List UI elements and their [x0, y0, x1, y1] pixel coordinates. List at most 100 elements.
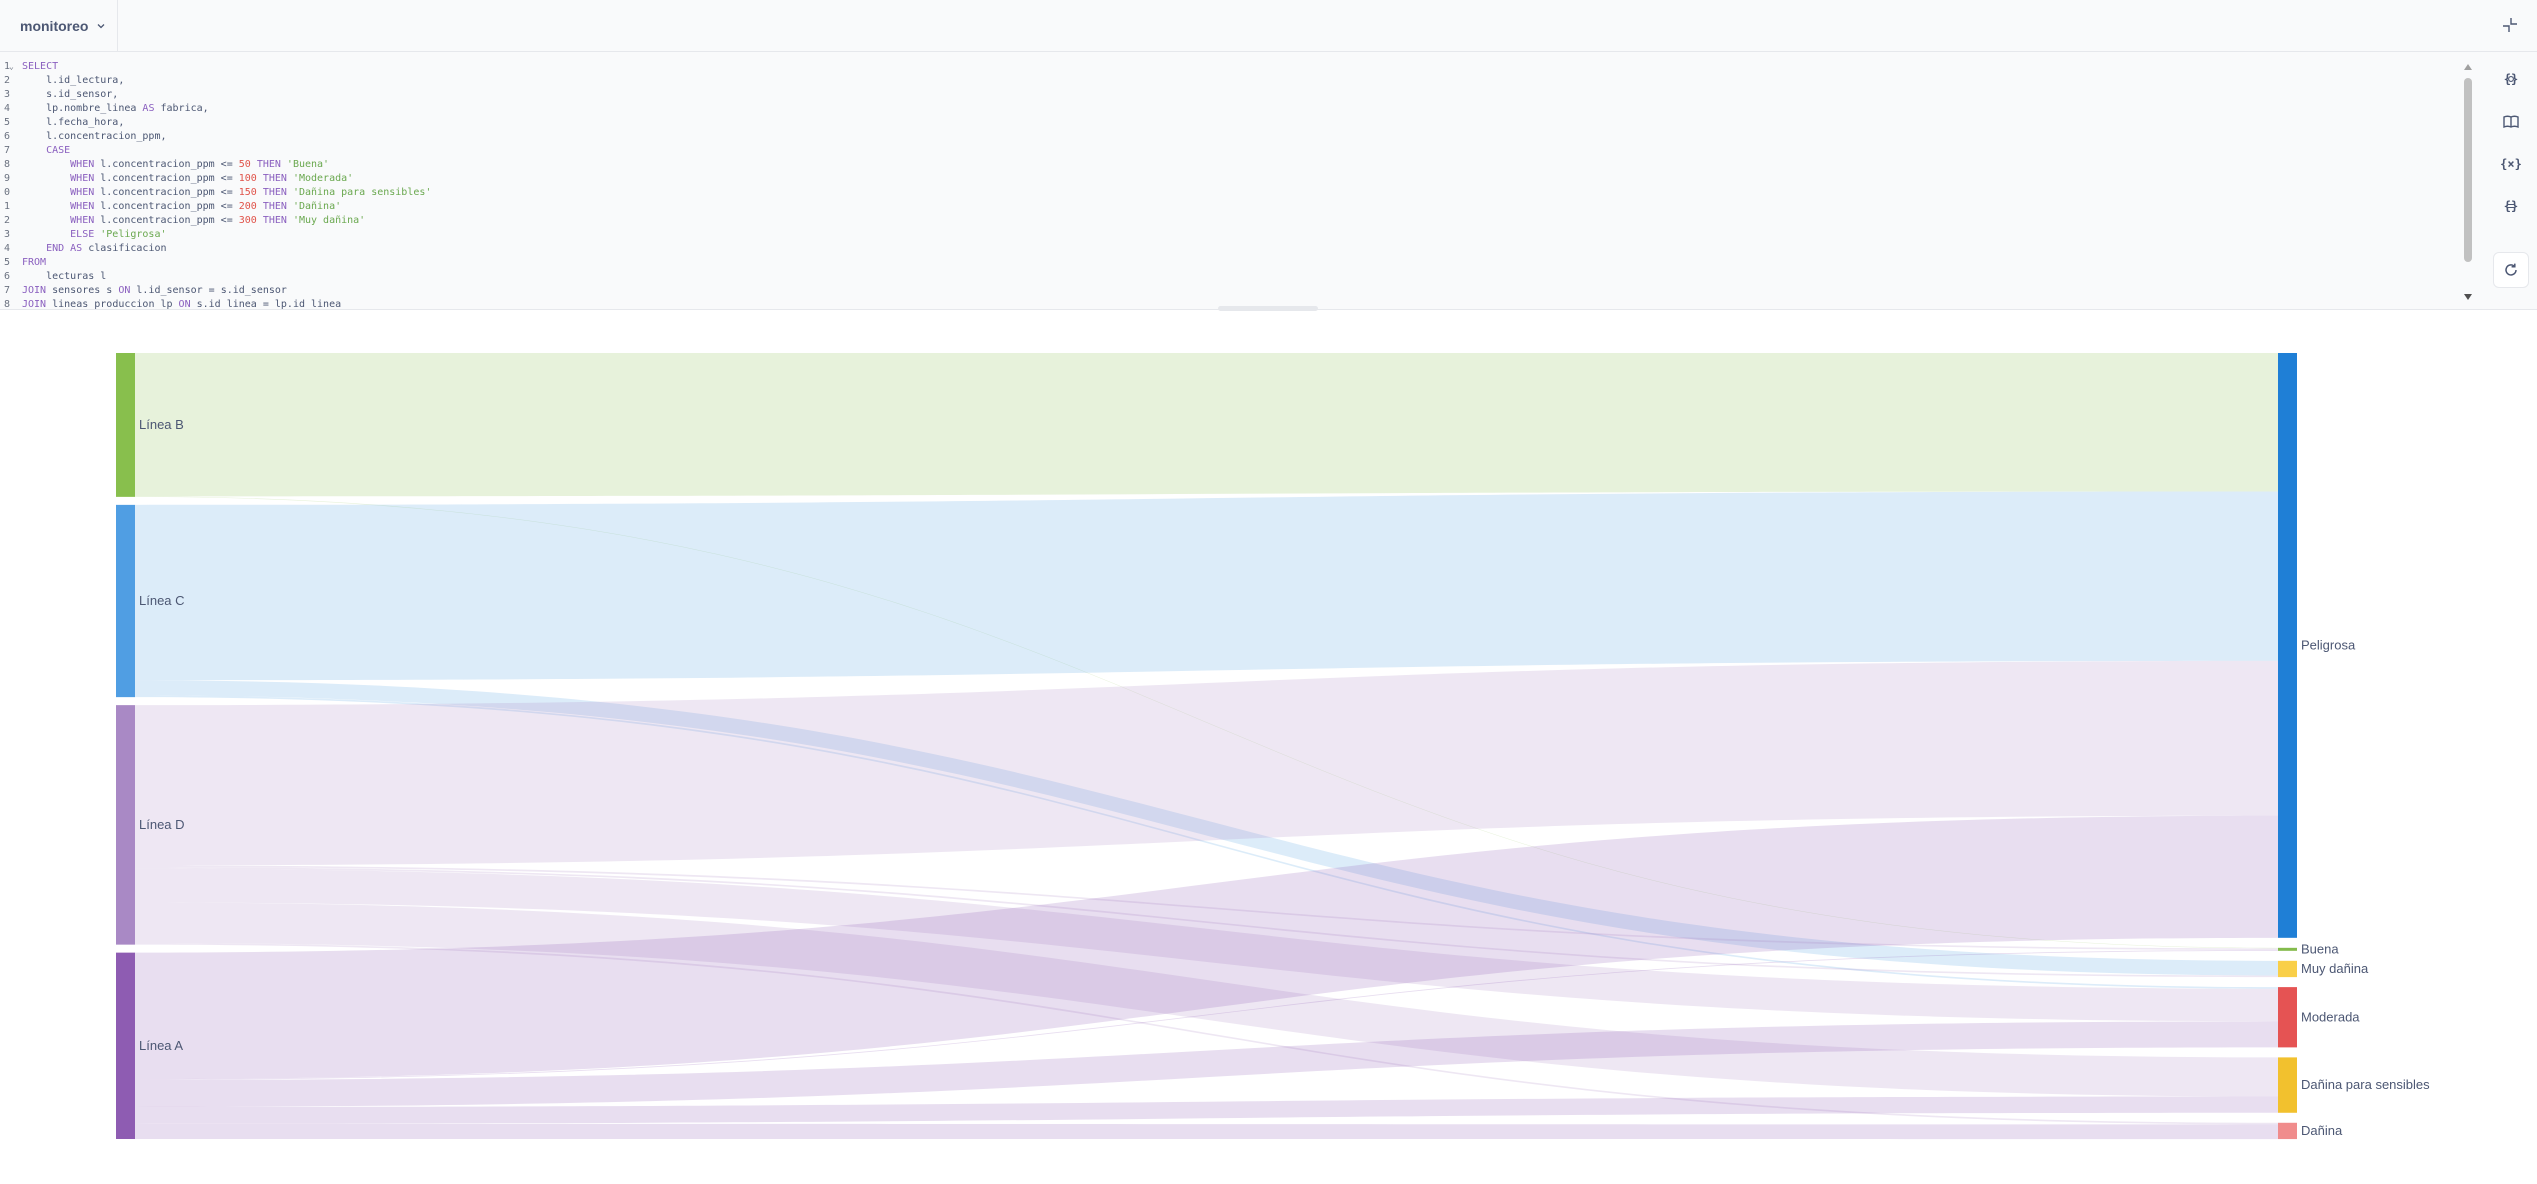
- preview-query-button[interactable]: {}: [2498, 193, 2524, 219]
- code-line[interactable]: 4 END AS clasificacion: [0, 242, 2440, 256]
- sankey-link[interactable]: [135, 942, 2278, 1125]
- code-token: JOIN: [22, 299, 47, 310]
- sankey-link[interactable]: [135, 680, 2278, 976]
- scroll-down-arrow[interactable]: [2464, 294, 2472, 300]
- code-line[interactable]: 1 ⌄ SELECT: [0, 60, 2440, 74]
- sankey-link[interactable]: [135, 868, 2278, 1022]
- sankey-link[interactable]: [135, 867, 2278, 978]
- scrollbar-thumb[interactable]: [2464, 78, 2472, 262]
- line-number: 1: [3, 201, 10, 212]
- line-number: 9: [3, 173, 10, 184]
- sankey-target-label: Buena: [2301, 941, 2339, 956]
- editor-scrollbar[interactable]: [2463, 64, 2473, 304]
- code-line[interactable]: 7 JOIN sensores s ON l.id_sensor = s.id_s…: [0, 284, 2440, 298]
- code-line[interactable]: 7 CASE: [0, 144, 2440, 158]
- sankey-target-node[interactable]: [2278, 987, 2297, 1048]
- code-token: WHEN: [22, 201, 95, 212]
- sankey-target-label: Moderada: [2301, 1009, 2360, 1024]
- editor-sidebar: {} {×} {}: [2485, 52, 2537, 310]
- code-token: s.id_linea = lp.id_linea: [190, 299, 342, 310]
- sankey-target-label: Dañina: [2301, 1123, 2343, 1138]
- code-line[interactable]: 1 WHEN l.concentracion_ppm <= 200 THEN '…: [0, 200, 2440, 214]
- code-token: lecturas l: [22, 271, 107, 282]
- code-token: fabrica,: [154, 103, 209, 114]
- sankey-link[interactable]: [135, 695, 2278, 989]
- code-line[interactable]: 8 WHEN l.concentracion_ppm <= 50 THEN 'B…: [0, 158, 2440, 172]
- sankey-source-node[interactable]: [116, 952, 135, 1139]
- sankey-target-node[interactable]: [2278, 1122, 2297, 1140]
- sankey-target-node[interactable]: [2278, 960, 2297, 978]
- fold-chevron-icon[interactable]: ⌄: [9, 62, 14, 71]
- scroll-up-arrow[interactable]: [2464, 64, 2472, 70]
- sankey-link[interactable]: [135, 815, 2278, 1080]
- line-number: 6: [3, 131, 10, 142]
- code-area[interactable]: 1 ⌄ SELECT 2 l.id_lectura, 3 s.id_sensor, 4 l…: [0, 60, 2440, 310]
- sankey-target-label: Peligrosa: [2301, 637, 2356, 652]
- sankey-link[interactable]: [135, 660, 2278, 866]
- code-line[interactable]: 4 lp.nombre_linea AS fabrica,: [0, 102, 2440, 116]
- chevron-down-icon: [97, 24, 105, 29]
- code-token: 100: [238, 173, 257, 184]
- book-icon: [2503, 115, 2519, 129]
- sankey-link[interactable]: [135, 949, 2278, 1080]
- code-text: FROM: [22, 256, 46, 270]
- code-line[interactable]: 6 l.concentracion_ppm,: [0, 130, 2440, 144]
- sankey-link[interactable]: [135, 1096, 2278, 1124]
- code-line[interactable]: 9 WHEN l.concentracion_ppm <= 100 THEN '…: [0, 172, 2440, 186]
- code-token: 50: [238, 159, 251, 170]
- code-token: 150: [238, 187, 257, 198]
- code-token: ON: [118, 285, 131, 296]
- sankey-source-node[interactable]: [116, 705, 135, 945]
- sankey-link[interactable]: [135, 1123, 2278, 1140]
- code-text: WHEN l.concentracion_ppm <= 150 THEN 'Da…: [22, 186, 431, 200]
- sankey-source-node[interactable]: [116, 504, 135, 698]
- code-token: 'Peligrosa': [94, 229, 167, 240]
- code-line[interactable]: 2 l.id_lectura,: [0, 74, 2440, 88]
- code-token: lineas_produccion lp: [46, 299, 179, 310]
- code-line[interactable]: 3 ELSE 'Peligrosa': [0, 228, 2440, 242]
- sankey-link[interactable]: [135, 902, 2278, 1097]
- sankey-source-label: Línea D: [139, 817, 185, 832]
- code-token: s.id_sensor,: [22, 89, 119, 100]
- code-line[interactable]: 5 FROM: [0, 256, 2440, 270]
- code-token: ON: [178, 299, 191, 310]
- code-text: JOIN sensores s ON l.id_sensor = s.id_se…: [22, 284, 287, 298]
- line-number: 2: [3, 215, 10, 226]
- snippets-button[interactable]: {}: [2498, 66, 2524, 92]
- sankey-link[interactable]: [135, 865, 2278, 950]
- sankey-source-node[interactable]: [116, 353, 135, 497]
- sankey-target-node[interactable]: [2278, 947, 2297, 951]
- code-text: CASE: [22, 144, 70, 158]
- editor-resize-handle[interactable]: [1218, 306, 1318, 311]
- code-token: lp.nombre_linea: [22, 103, 143, 114]
- code-line[interactable]: 3 s.id_sensor,: [0, 88, 2440, 102]
- code-token: l.concentracion_ppm,: [22, 131, 167, 142]
- line-number: 8: [3, 299, 10, 310]
- sankey-link[interactable]: [135, 496, 2278, 949]
- data-reference-button[interactable]: [2498, 109, 2524, 135]
- sql-editor[interactable]: 1 ⌄ SELECT 2 l.id_lectura, 3 s.id_sensor, 4 l…: [0, 52, 2537, 310]
- collapse-editor-icon[interactable]: [2499, 14, 2521, 36]
- code-line[interactable]: 8 JOIN lineas_produccion lp ON s.id_linea…: [0, 298, 2440, 310]
- line-number: 3: [3, 229, 10, 240]
- code-line[interactable]: 0 WHEN l.concentracion_ppm <= 150 THEN '…: [0, 186, 2440, 200]
- line-number: 0: [3, 187, 10, 198]
- sankey-link[interactable]: [135, 353, 2278, 497]
- code-text: lp.nombre_linea AS fabrica,: [22, 102, 209, 116]
- line-number: 4: [3, 243, 10, 254]
- code-token: WHEN: [22, 173, 95, 184]
- database-selector[interactable]: monitoreo: [0, 0, 118, 52]
- sankey-chart: Línea B Línea C Línea D Línea A Peligrosa Bue…: [116, 353, 2430, 1140]
- variables-button[interactable]: {×}: [2498, 151, 2524, 177]
- sankey-target-node[interactable]: [2278, 353, 2297, 938]
- refresh-button[interactable]: [2493, 252, 2529, 288]
- svg-text:{}: {}: [2504, 72, 2518, 86]
- sankey-link[interactable]: [135, 1021, 2278, 1107]
- sankey-target-node[interactable]: [2278, 1057, 2297, 1113]
- sankey-link[interactable]: [135, 491, 2278, 681]
- code-token: 'Dañina': [286, 201, 342, 212]
- code-line[interactable]: 6 lecturas l: [0, 270, 2440, 284]
- code-line[interactable]: 5 l.fecha_hora,: [0, 116, 2440, 130]
- code-line[interactable]: 2 WHEN l.concentracion_ppm <= 300 THEN '…: [0, 214, 2440, 228]
- code-token: 300: [238, 215, 257, 226]
